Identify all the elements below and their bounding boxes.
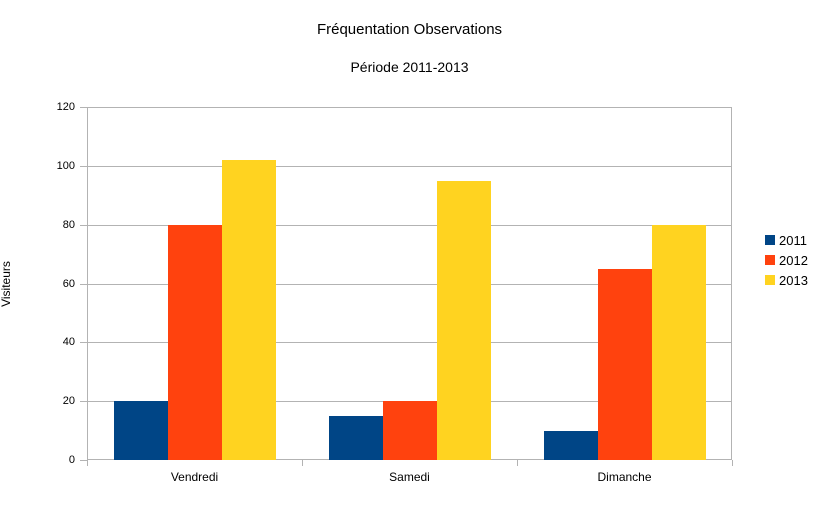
y-tick-label-0: 0 [68,454,75,466]
y-tick-120 [80,107,87,108]
y-tick-label-60: 60 [62,278,75,290]
bar-2012-dimanche [598,269,652,460]
legend-swatch-2012 [765,255,775,265]
legend-label-2013: 2013 [779,272,808,288]
y-tick-100 [80,166,87,167]
x-tick-2 [517,460,518,466]
bar-2011-dimanche [544,431,598,460]
bar-2013-dimanche [652,225,706,460]
y-tick-label-100: 100 [56,160,75,172]
legend-item-2012: 2012 [765,250,808,270]
y-tick-80 [80,225,87,226]
legend-swatch-2013 [765,275,775,285]
bar-2011-vendredi [114,401,168,460]
y-tick-20 [80,401,87,402]
x-tick-3 [732,460,733,466]
gridline-40 [87,342,732,343]
legend-item-2013: 2013 [765,270,808,290]
bar-2012-vendredi [168,225,222,460]
y-tick-60 [80,284,87,285]
legend-swatch-2011 [765,235,775,245]
chart-subtitle: Période 2011-2013 [350,59,469,75]
gridline-100 [87,166,732,167]
y-tick-0 [80,460,87,461]
y-tick-40 [80,342,87,343]
legend-label-2011: 2011 [779,232,807,248]
bar-2013-samedi [437,181,491,460]
y-tick-label-40: 40 [62,336,75,348]
gridline-60 [87,284,732,285]
bar-2012-samedi [383,401,437,460]
category-label-dimanche: Dimanche [597,470,652,484]
bar-2011-samedi [329,416,383,460]
category-label-vendredi: Vendredi [170,470,219,484]
y-tick-label-20: 20 [62,395,75,407]
y-tick-label-120: 120 [56,101,75,113]
y-axis-title: Visiteurs [0,261,13,307]
y-tick-label-80: 80 [62,219,75,231]
chart-title: Fréquentation Observations [316,21,503,38]
category-label-samedi: Samedi [389,470,430,484]
x-tick-0 [87,460,88,466]
gridline-80 [87,225,732,226]
bar-2013-vendredi [222,160,276,460]
legend-label-2012: 2012 [779,252,808,268]
legend-item-2011: 2011 [765,230,808,250]
legend: 2011 2012 2013 [765,230,808,290]
x-tick-1 [302,460,303,466]
